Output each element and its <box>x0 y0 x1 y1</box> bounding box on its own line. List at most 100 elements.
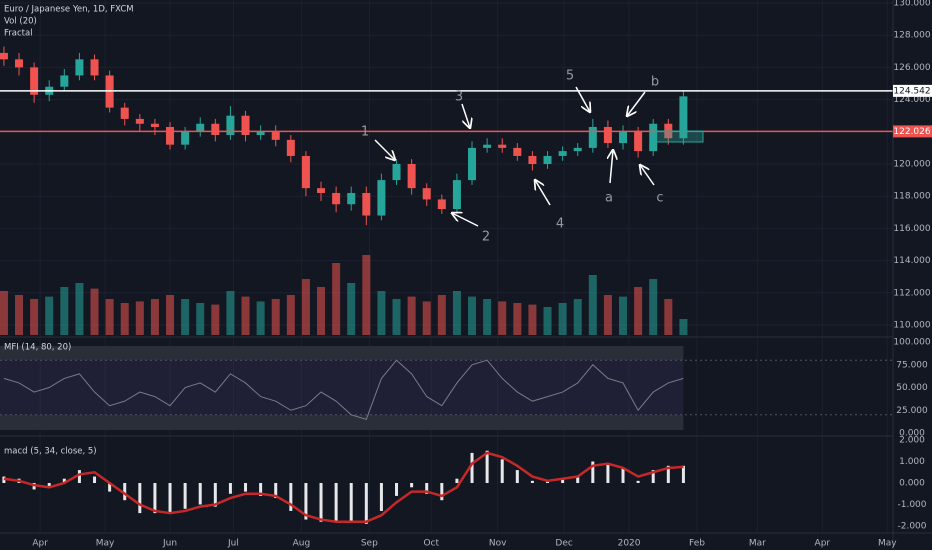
candle-body <box>392 164 401 181</box>
histogram-bar <box>606 463 610 483</box>
volume-bar <box>468 296 477 335</box>
candle-body <box>120 107 129 119</box>
candle-body <box>407 164 416 189</box>
histogram-bar <box>289 483 293 511</box>
grid <box>0 0 893 533</box>
histogram-bar <box>364 483 368 524</box>
histogram-bar <box>636 480 640 483</box>
candle-body <box>75 59 84 76</box>
volume-bar <box>135 301 144 335</box>
arrow <box>640 165 655 186</box>
histogram-bar <box>425 483 429 494</box>
candle-body <box>211 123 220 136</box>
histogram-bar <box>153 483 157 514</box>
histogram-bar <box>440 483 444 501</box>
x-tick-label: Sep <box>361 539 378 549</box>
histogram-bar <box>259 483 263 496</box>
histogram-bar <box>666 465 670 483</box>
wave-label: 2 <box>482 230 490 245</box>
volume-bar <box>649 279 658 335</box>
volume-bar <box>588 275 597 335</box>
oversold-zone <box>0 414 684 430</box>
level-tag <box>893 125 932 138</box>
volume-bar <box>483 299 492 335</box>
candle-body <box>0 52 8 60</box>
volume-bar <box>256 301 265 335</box>
target-box <box>655 130 704 143</box>
wave-label: c <box>656 191 663 206</box>
histogram-bar <box>168 483 172 514</box>
y-tick-label: 126.000 <box>893 63 930 73</box>
histogram-bar <box>244 483 248 492</box>
volume-bar <box>0 291 8 335</box>
volume-bar <box>45 296 54 335</box>
candle-body <box>649 123 658 152</box>
histogram-bar <box>47 483 51 488</box>
volume-bar <box>271 299 280 335</box>
volume-bar <box>543 307 552 335</box>
y-tick-label: 1.000 <box>899 457 925 467</box>
candle-body <box>679 96 688 139</box>
histogram-bar <box>395 483 399 496</box>
volume-bar <box>75 283 84 335</box>
y-tick-label: 118.000 <box>893 192 930 202</box>
volume-bar <box>377 291 386 335</box>
candle-body <box>483 144 492 148</box>
candle-body <box>166 126 175 145</box>
candle-body <box>528 155 537 164</box>
y-tick-label: 75.000 <box>896 360 928 370</box>
y-tick-label: 130.000 <box>893 0 930 9</box>
candle-body <box>30 67 39 95</box>
volume-bar <box>120 303 129 335</box>
histogram-bar <box>410 483 414 488</box>
y-tick-label: 2.000 <box>899 436 925 446</box>
candle-body <box>634 131 643 152</box>
histogram-bar <box>334 483 338 522</box>
y-tick-label: 0.000 <box>899 429 925 439</box>
arrow <box>610 150 613 184</box>
wave-label: 3 <box>455 90 463 105</box>
histogram-bar <box>93 476 97 483</box>
histogram-bar <box>651 470 655 483</box>
volume-bar <box>528 304 537 335</box>
wave-label: 1 <box>361 125 369 140</box>
candle-body <box>603 126 612 144</box>
arrow <box>575 86 590 112</box>
x-tick-label: 2020 <box>618 539 641 549</box>
y-tick-label: 120.000 <box>893 160 930 170</box>
x-tick-label: May <box>96 539 115 549</box>
candle-body <box>468 147 477 181</box>
x-tick-label: May <box>878 539 897 549</box>
candle-body <box>181 131 190 145</box>
histogram-bar <box>379 483 383 511</box>
candle-body <box>15 59 24 68</box>
x-tick-label: Jun <box>162 539 177 549</box>
candle-body <box>196 123 205 132</box>
histogram-bar <box>108 483 112 492</box>
volume-bar <box>105 299 114 335</box>
histogram-bar <box>213 483 217 507</box>
histogram-bar <box>470 452 474 483</box>
wave-label: a <box>605 191 613 206</box>
plot <box>0 46 893 524</box>
volume-bar <box>392 299 401 335</box>
level-label: 124.542 <box>893 86 930 96</box>
candle-body <box>241 115 250 136</box>
volume-bar <box>573 299 582 335</box>
indicator-label: Vol (20) <box>4 17 37 27</box>
volume-bar <box>286 295 295 335</box>
y-tick-label: 25.000 <box>896 406 928 416</box>
histogram-bar <box>591 461 595 483</box>
y-tick-label: 0.000 <box>899 479 925 489</box>
y-tick-label: 110.000 <box>893 321 930 331</box>
volume-bar <box>603 295 612 335</box>
candle-body <box>558 151 567 156</box>
volume-bar <box>634 287 643 335</box>
arrow <box>452 213 479 227</box>
candle-body <box>498 144 507 148</box>
histogram-bar <box>319 483 323 522</box>
y-tick-label: 116.000 <box>893 224 930 234</box>
volume-bar <box>60 287 69 335</box>
volume-bar <box>362 255 371 335</box>
